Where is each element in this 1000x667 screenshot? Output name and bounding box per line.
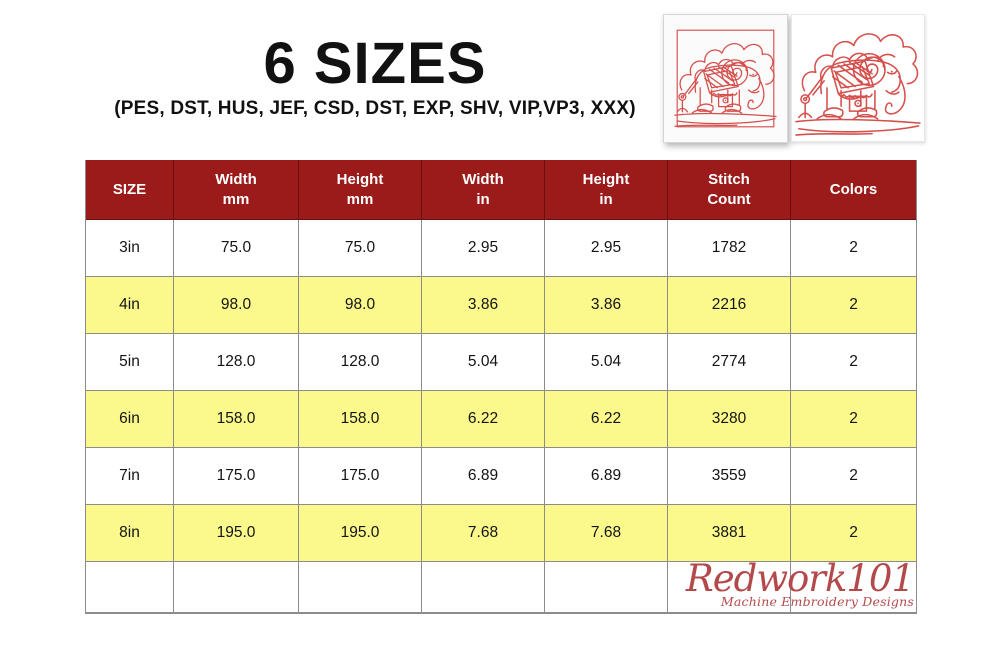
table-cell: 158.0 [174,391,299,448]
table-cell: 8in [86,505,174,562]
table-cell: 7.68 [545,505,668,562]
table-cell: 2774 [668,334,791,391]
column-header: Width in [422,160,545,220]
elephant-embroidery-art-icon [674,29,777,128]
table-cell: 3in [86,220,174,277]
table-cell: 6in [86,391,174,448]
elephant-design-closeup-thumbnail [791,14,925,142]
table-cell: 128.0 [174,334,299,391]
table-cell: 2 [791,391,916,448]
column-header: Width mm [174,160,299,220]
table-cell: 158.0 [299,391,422,448]
table-cell: 6.22 [422,391,545,448]
table-cell: 2 [791,220,916,277]
title-block: 6 SIZES (PES, DST, HUS, JEF, CSD, DST, E… [55,31,695,120]
column-header: Stitch Count [668,160,791,220]
column-header: Height in [545,160,668,220]
table-cell: 7in [86,448,174,505]
table-cell: 175.0 [299,448,422,505]
table-cell: 4in [86,277,174,334]
empty-cell [299,562,422,613]
table-cell: 175.0 [174,448,299,505]
elephant-design-framed-thumbnail [663,14,788,143]
table-cell: 2.95 [422,220,545,277]
empty-cell [86,562,174,613]
table-cell: 5.04 [545,334,668,391]
table-cell: 7.68 [422,505,545,562]
table-cell: 2 [791,277,916,334]
table-cell: 3559 [668,448,791,505]
table-cell: 98.0 [174,277,299,334]
column-header: Height mm [299,160,422,220]
table-cell: 1782 [668,220,791,277]
table-cell: 98.0 [299,277,422,334]
table-cell: 6.22 [545,391,668,448]
table-cell: 3.86 [545,277,668,334]
table-cell: 6.89 [422,448,545,505]
empty-cell [668,562,791,613]
design-previews [663,14,925,143]
table-cell: 3280 [668,391,791,448]
table-cell: 2.95 [545,220,668,277]
table-cell: 2 [791,505,916,562]
table-cell: 75.0 [174,220,299,277]
empty-cell [791,562,916,613]
table-cell: 2216 [668,277,791,334]
page-title: 6 SIZES [263,31,487,96]
column-header: Colors [791,160,916,220]
table-cell: 3881 [668,505,791,562]
page-subtitle: (PES, DST, HUS, JEF, CSD, DST, EXP, SHV,… [114,97,636,119]
column-header: SIZE [86,160,174,220]
table-cell: 5in [86,334,174,391]
table-cell: 195.0 [174,505,299,562]
table-cell: 3.86 [422,277,545,334]
table-cell: 5.04 [422,334,545,391]
table-cell: 2 [791,334,916,391]
size-table: SIZE Width mm Height mm Width in Height in Stitch… [85,160,917,614]
empty-cell [174,562,299,613]
elephant-embroidery-art-icon [795,33,921,136]
table-cell: 128.0 [299,334,422,391]
empty-cell [545,562,668,613]
table-cell: 195.0 [299,505,422,562]
empty-cell [422,562,545,613]
table-cell: 6.89 [545,448,668,505]
table-cell: 2 [791,448,916,505]
table-cell: 75.0 [299,220,422,277]
